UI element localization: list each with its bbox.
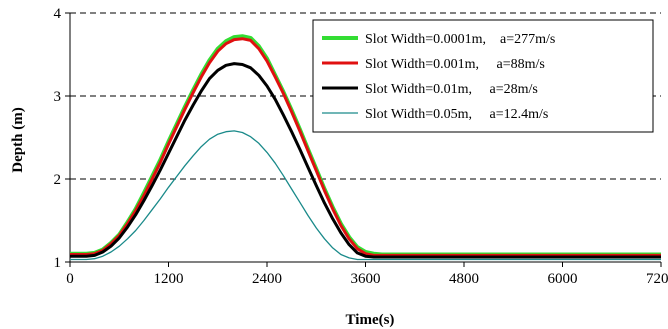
x-tick-label: 4800	[449, 271, 479, 287]
legend-label: Slot Width=0.001m, a=88m/s	[365, 57, 545, 72]
legend-label: Slot Width=0.01m, a=28m/s	[365, 82, 538, 97]
axes	[65, 12, 662, 267]
legend: Slot Width=0.0001m, a=277m/s Slot Width=0…	[312, 19, 654, 133]
x-tick-label: 6000	[548, 271, 578, 287]
series-lines	[70, 34, 661, 261]
series-line	[70, 130, 661, 261]
series-line	[70, 62, 661, 259]
y-tick-label: 1	[54, 255, 62, 271]
y-tick-label: 3	[54, 89, 62, 105]
legend-label: Slot Width=0.05m, a=12.4m/s	[365, 107, 548, 122]
x-tick-label: 7200	[646, 271, 668, 287]
x-tick-label: 1200	[154, 271, 184, 287]
y-tick-label: 2	[54, 172, 62, 188]
x-tick-label: 2400	[252, 271, 282, 287]
legend-box	[312, 19, 654, 133]
x-axis-title: Time(s)	[346, 312, 395, 328]
series-line	[70, 37, 661, 257]
x-tick-label: 3600	[351, 271, 381, 287]
y-tick-label: 4	[54, 6, 62, 22]
tick-labels: 0 1200 2400 3600 4800 6000 7200 1 2 3 4	[54, 6, 668, 287]
y-axis-title: Depth (m)	[10, 107, 26, 172]
legend-label: Slot Width=0.0001m, a=277m/s	[365, 32, 555, 47]
x-tick-label: 0	[66, 271, 74, 287]
